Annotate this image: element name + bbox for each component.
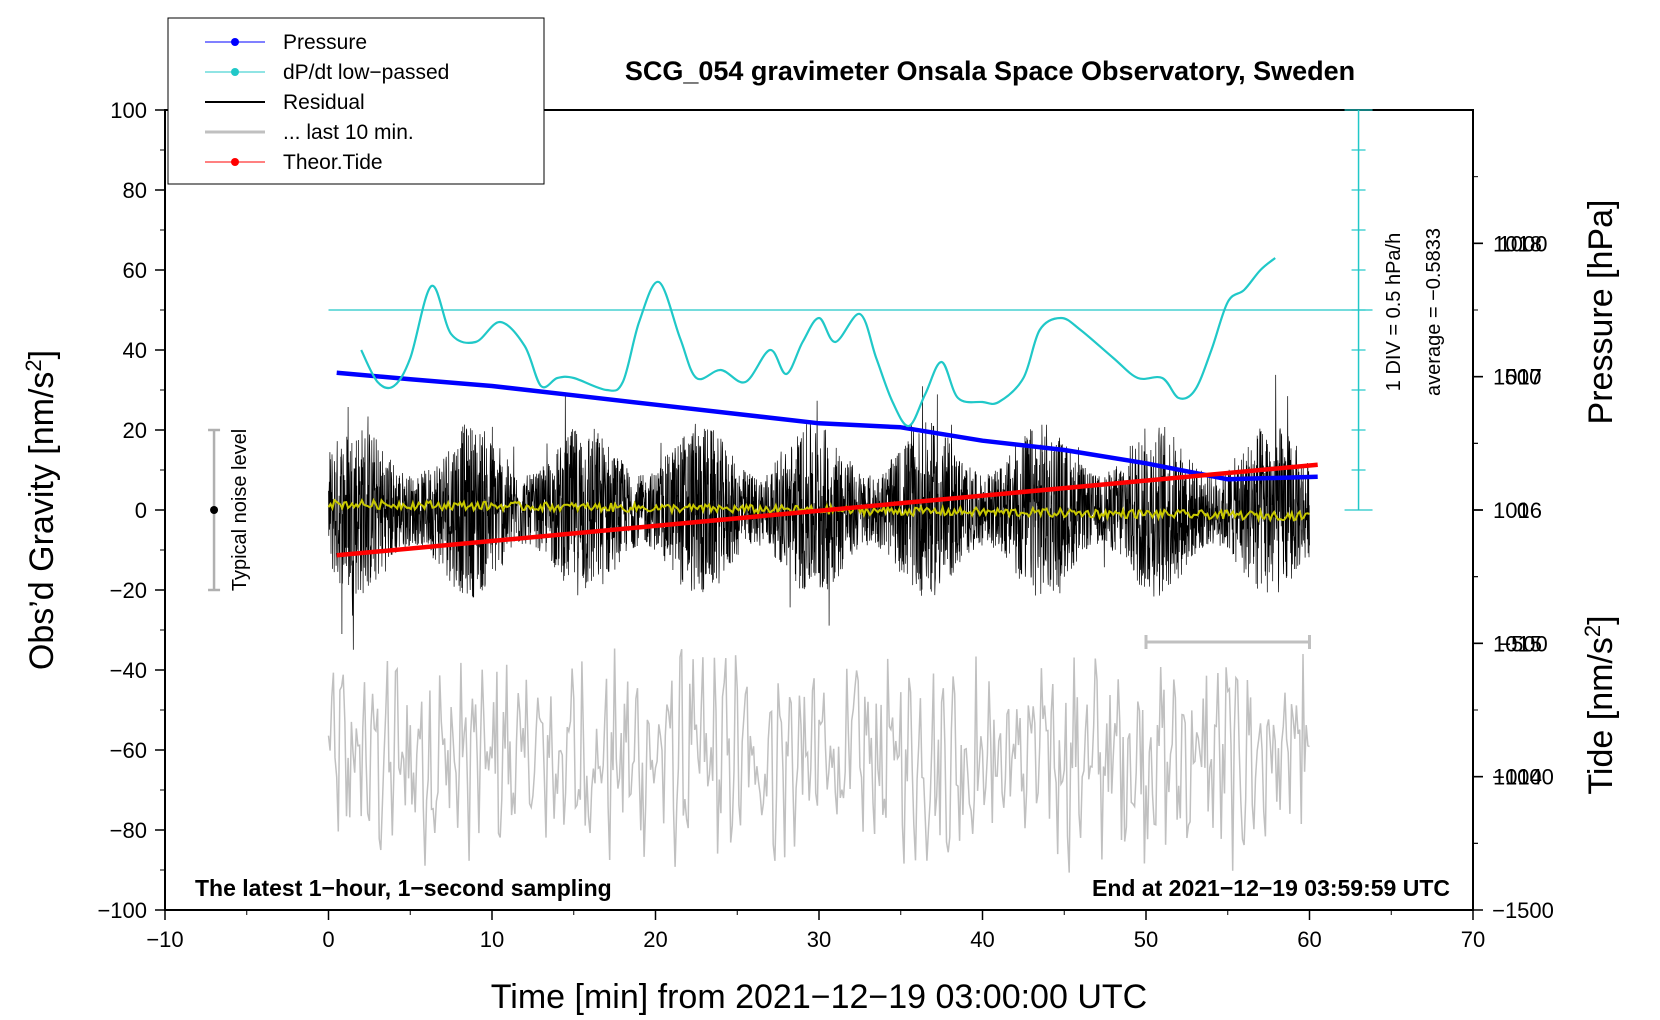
y-tick-label: 20 [123,418,147,443]
x-tick-label: 0 [322,927,334,952]
x-tick-label: 30 [807,927,831,952]
x-tick-label: 50 [1134,927,1158,952]
tide-tick-label: 500 [1505,365,1542,390]
gravity-axis: −100 −80 −60 −40 −20 0 20 40 60 80 100 [97,98,165,923]
pressure-axis: 1014 1015 1016 1017 1018 [1473,176,1542,844]
residual-line [328,374,1310,650]
y-tick-label: −60 [110,738,147,763]
y-tick-label: 40 [123,338,147,363]
y-tick-label: 0 [135,498,147,523]
pressure-tick-label: 1015 [1493,631,1542,656]
y-tick-label: −80 [110,818,147,843]
legend-marker [231,68,239,76]
legend-label: Pressure [283,31,367,54]
dpdt-line [360,257,1276,428]
y-axis-title: Obs’d Gravity [nm/s2] [21,350,62,670]
legend-label: Theor.Tide [283,151,383,174]
tide-line [336,462,1318,558]
x-tick-label: 70 [1461,927,1485,952]
pressure-tick-label: 1016 [1493,498,1542,523]
legend-marker [231,158,239,166]
legend-label: Residual [283,91,365,114]
pressure-tick-label: 1014 [1493,765,1542,790]
pressure-axis-title: Pressure [hPa] [1582,200,1620,425]
y-axis-title-sup: 2 [21,359,46,371]
x-tick-label: 60 [1297,927,1321,952]
tide-tick-label: −1500 [1492,898,1554,923]
x-tick-label: 40 [970,927,994,952]
x-tick-label: 20 [643,927,667,952]
dpdt-div-label: 1 DIV = 0.5 hPa/h [1383,233,1405,391]
annotation-left: The latest 1−hour, 1−second sampling [195,875,612,901]
noise-center-dot [210,506,219,514]
tide-tick-label: −500 [1498,631,1548,656]
tide-tick-label: 1000 [1499,231,1548,256]
legend-label: ... last 10 min. [283,121,414,144]
annotation-right: End at 2021−12−19 03:59:59 UTC [1092,875,1450,901]
y-tick-label: −20 [110,578,147,603]
y-tick-label: −40 [110,658,147,683]
x-axis-title: Time [min] from 2021−12−19 03:00:00 UTC [491,978,1147,1016]
series-layer [327,257,1318,873]
x-axis: −10 0 10 20 30 40 50 60 70 [146,910,1485,952]
noise-level-label: Typical noise level [229,429,251,591]
legend-box [167,17,545,185]
tide-tick-label: 0 [1517,498,1529,523]
legend-marker [231,38,239,46]
chart-title: SCG_054 gravimeter Onsala Space Observat… [625,56,1355,86]
tide-axis: −1500 −1000 −500 0 500 1000 [1473,231,1554,923]
tide-axis-title: Tide [nm/s2] [1580,615,1621,794]
last-10-min-line [327,648,1310,873]
pressure-tick-label: 1018 [1493,231,1542,256]
legend: Pressure dP/dt low−passed Residual ... last… [205,31,449,174]
x-tick-label: −10 [146,927,183,952]
pressure-tick-label: 1017 [1493,365,1542,390]
tide-tick-label: −1000 [1492,765,1554,790]
y-tick-label: 60 [123,258,147,283]
pressure-line [336,370,1318,482]
y-tick-label: 100 [110,98,147,123]
dpdt-axis [328,109,1373,511]
legend-label: dP/dt low−passed [283,61,449,84]
y-tick-label: −100 [97,898,147,923]
x-tick-label: 10 [480,927,504,952]
noise-level-indicator [208,428,221,592]
dpdt-average-label: average = −0.5833 [1423,228,1445,396]
y-tick-label: 80 [123,178,147,203]
tide-axis-title-sup: 2 [1580,625,1605,637]
